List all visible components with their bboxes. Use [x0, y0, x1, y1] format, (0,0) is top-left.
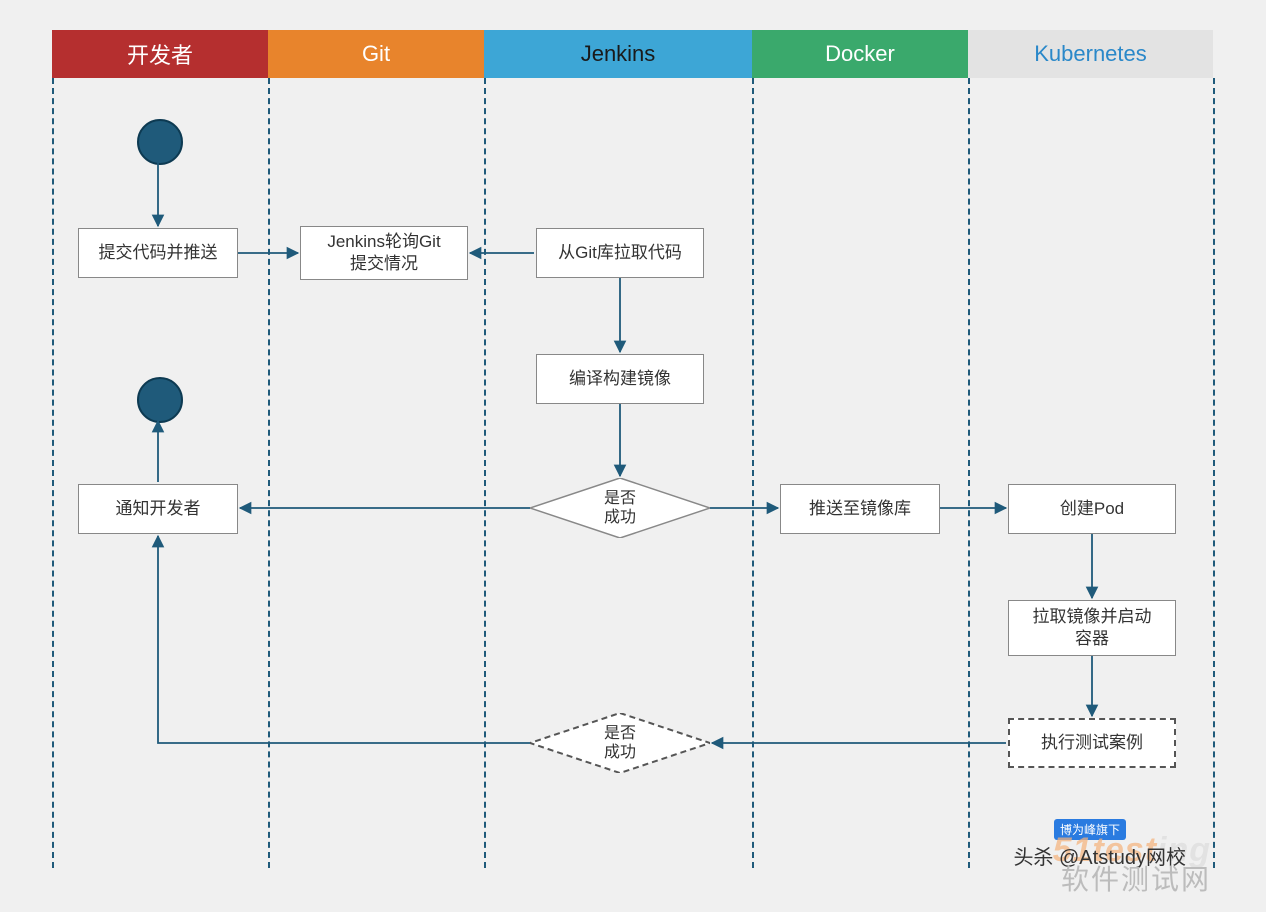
- node-pullimg: 拉取镜像并启动 容器: [1008, 600, 1176, 656]
- node-commit: 提交代码并推送: [78, 228, 238, 278]
- decision-test-success: 是否 成功: [530, 713, 710, 773]
- start-node-1: [137, 119, 183, 165]
- node-poll: Jenkins轮询Git 提交情况: [300, 226, 468, 280]
- lane-git: Git: [268, 30, 484, 78]
- divider: [484, 78, 486, 868]
- node-pod: 创建Pod: [1008, 484, 1176, 534]
- node-build: 编译构建镜像: [536, 354, 704, 404]
- decision-build-success: 是否 成功: [530, 478, 710, 538]
- lane-docker: Docker: [752, 30, 968, 78]
- lane-dev: 开发者: [52, 30, 268, 78]
- node-pull: 从Git库拉取代码: [536, 228, 704, 278]
- lane-jenkins: Jenkins: [484, 30, 752, 78]
- start-node-2: [137, 377, 183, 423]
- connectors: [0, 0, 1266, 912]
- lane-k8s: Kubernetes: [968, 30, 1213, 78]
- divider: [268, 78, 270, 868]
- divider: [968, 78, 970, 868]
- node-notify: 通知开发者: [78, 484, 238, 534]
- decision1-label: 是否 成功: [604, 489, 636, 527]
- node-push: 推送至镜像库: [780, 484, 940, 534]
- divider: [752, 78, 754, 868]
- node-test: 执行测试案例: [1008, 718, 1176, 768]
- divider: [1213, 78, 1215, 868]
- decision2-label: 是否 成功: [604, 724, 636, 762]
- watermark-sub: 软件测试网: [1061, 858, 1211, 898]
- divider: [52, 78, 54, 868]
